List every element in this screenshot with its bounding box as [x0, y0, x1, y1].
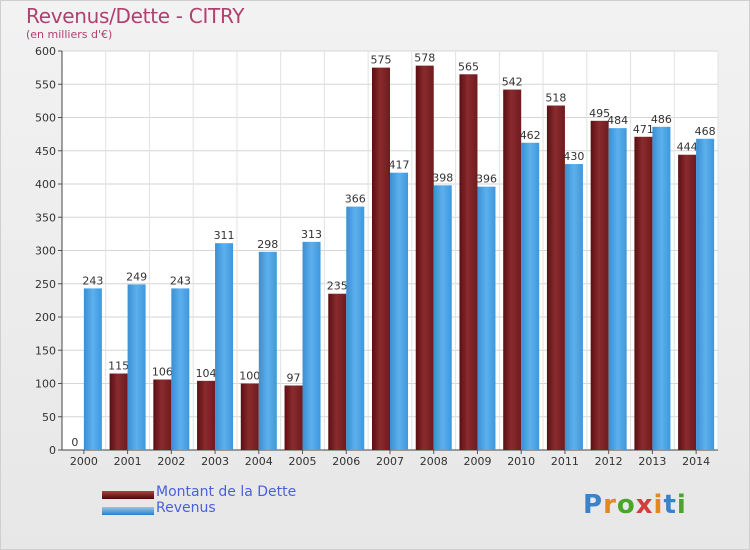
- data-label-revenus: 249: [126, 270, 147, 283]
- y-tick-label: 250: [35, 278, 56, 291]
- data-label-revenus: 430: [563, 150, 584, 163]
- data-label-revenus: 417: [389, 159, 410, 172]
- bar-dette: [634, 136, 653, 450]
- bar-revenus: [302, 241, 321, 450]
- legend-swatch-revenus: [102, 507, 154, 515]
- data-label-revenus: 396: [476, 173, 497, 186]
- bar-revenus: [696, 138, 715, 450]
- data-label-dette: 444: [677, 141, 698, 154]
- bar-dette: [197, 380, 216, 450]
- legend-label-dette: Montant de la Dette: [156, 484, 297, 500]
- data-label-revenus: 243: [82, 274, 103, 287]
- x-tick-label: 2001: [114, 455, 142, 468]
- bar-revenus: [521, 142, 540, 450]
- y-tick-label: 450: [35, 145, 56, 158]
- y-tick-label: 200: [35, 311, 56, 324]
- x-tick-label: 2009: [463, 455, 491, 468]
- y-tick-label: 400: [35, 178, 56, 191]
- data-label-revenus: 484: [607, 114, 628, 127]
- y-tick-label: 300: [35, 245, 56, 258]
- y-tick-label: 600: [35, 45, 56, 58]
- bar-dette: [328, 293, 347, 450]
- data-label-revenus: 311: [214, 229, 235, 242]
- bar-dette: [415, 65, 434, 450]
- x-tick-label: 2003: [201, 455, 229, 468]
- bar-revenus: [564, 164, 583, 451]
- data-label-revenus: 398: [432, 171, 453, 184]
- x-tick-label: 2004: [245, 455, 273, 468]
- data-label-dette: 100: [239, 370, 260, 383]
- bar-revenus: [127, 284, 146, 450]
- legend-swatch-dette: [102, 491, 154, 499]
- bar-dette: [284, 385, 303, 450]
- y-tick-label: 150: [35, 344, 56, 357]
- legend-label-revenus: Revenus: [156, 500, 216, 516]
- bar-dette: [109, 373, 128, 450]
- bar-dette: [678, 154, 697, 451]
- data-label-revenus: 462: [520, 129, 541, 142]
- y-tick-label: 550: [35, 78, 56, 91]
- x-tick-label: 2014: [682, 455, 710, 468]
- x-tick-label: 2008: [420, 455, 448, 468]
- data-label-dette: 565: [458, 60, 479, 73]
- x-tick-label: 2010: [507, 455, 535, 468]
- bar-dette: [590, 120, 609, 450]
- bar-revenus: [652, 126, 671, 450]
- bar-revenus: [346, 206, 365, 450]
- data-label-revenus: 366: [345, 193, 366, 206]
- bar-dette: [503, 89, 522, 450]
- bar-revenus: [171, 288, 190, 450]
- data-label-revenus: 468: [695, 125, 716, 138]
- bar-revenus: [477, 186, 496, 450]
- data-label-dette: 575: [371, 54, 392, 67]
- x-tick-label: 2005: [289, 455, 317, 468]
- bar-revenus: [258, 251, 277, 450]
- x-tick-label: 2012: [595, 455, 623, 468]
- x-tick-label: 2002: [157, 455, 185, 468]
- data-label-dette: 0: [71, 436, 78, 449]
- bar-dette: [372, 67, 390, 450]
- bar-dette: [240, 383, 259, 450]
- data-label-dette: 518: [545, 92, 566, 105]
- y-tick-label: 50: [42, 411, 56, 424]
- bar-dette: [459, 74, 478, 451]
- bar-revenus: [215, 243, 234, 450]
- data-label-revenus: 243: [170, 274, 191, 287]
- data-label-dette: 235: [327, 280, 348, 293]
- x-tick-label: 2013: [638, 455, 666, 468]
- y-tick-label: 500: [35, 112, 56, 125]
- data-label-dette: 115: [108, 360, 129, 373]
- x-tick-label: 2000: [70, 455, 98, 468]
- data-label-dette: 578: [414, 52, 435, 65]
- x-tick-label: 2007: [376, 455, 404, 468]
- y-tick-label: 100: [35, 378, 56, 391]
- data-label-dette: 542: [502, 76, 523, 89]
- bar-revenus: [608, 128, 627, 450]
- data-label-dette: 106: [152, 366, 173, 379]
- y-tick-label: 0: [49, 444, 56, 457]
- chart-subtitle: (en milliers d'€): [26, 28, 113, 41]
- proxiti-logo: Proxiti: [583, 490, 687, 520]
- bar-revenus: [433, 185, 452, 450]
- bar-revenus: [83, 288, 102, 450]
- x-tick-label: 2011: [551, 455, 579, 468]
- x-tick-label: 2006: [332, 455, 360, 468]
- bar-dette: [153, 379, 172, 450]
- y-tick-label: 350: [35, 211, 56, 224]
- bar-revenus: [390, 172, 408, 450]
- data-label-revenus: 298: [257, 238, 278, 251]
- bar-dette: [546, 105, 565, 450]
- data-label-revenus: 486: [651, 113, 672, 126]
- chart-title: Revenus/Dette - CITRY: [26, 4, 245, 28]
- data-label-dette: 104: [196, 367, 217, 380]
- data-label-dette: 471: [633, 123, 654, 136]
- data-label-dette: 495: [589, 107, 610, 120]
- data-label-dette: 97: [287, 371, 301, 384]
- data-label-revenus: 313: [301, 228, 322, 241]
